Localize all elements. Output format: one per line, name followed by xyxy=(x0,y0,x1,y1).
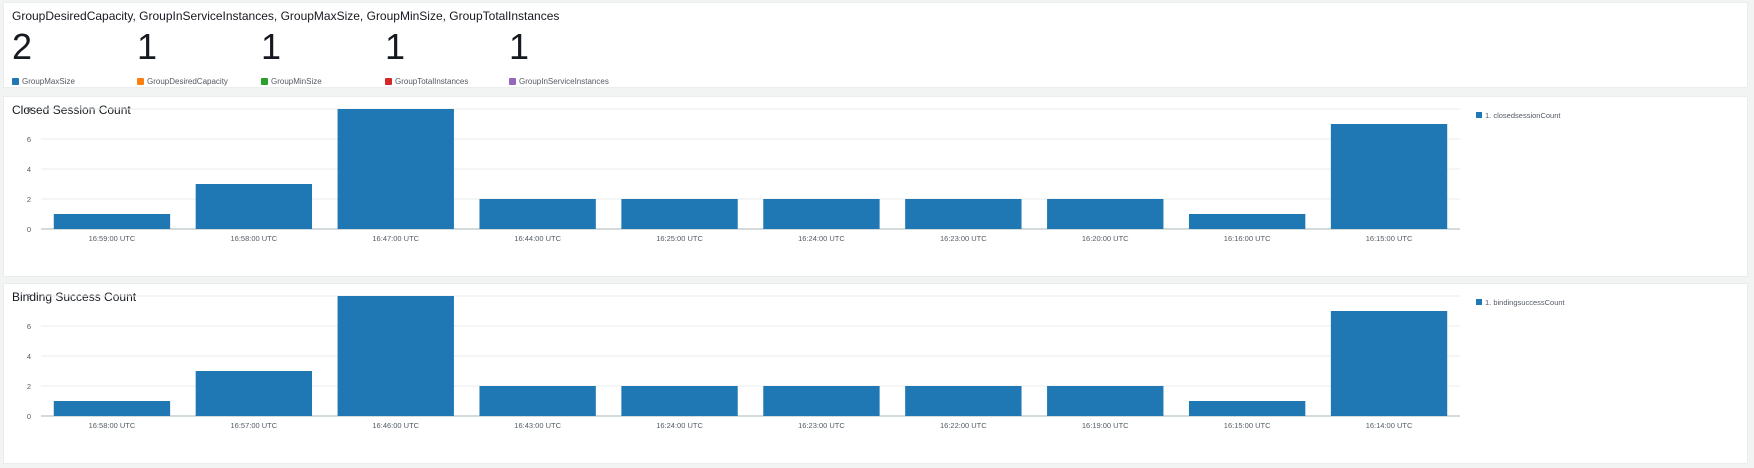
y-tick-label: 2 xyxy=(27,382,31,391)
x-tick-label: 16:47:00 UTC xyxy=(372,234,419,243)
bar xyxy=(763,199,880,229)
x-tick-label: 16:59:00 UTC xyxy=(89,234,136,243)
bar xyxy=(1047,386,1164,416)
legend-swatch xyxy=(385,78,392,85)
stat-legend: GroupMinSize xyxy=(261,77,322,86)
y-tick-label: 0 xyxy=(27,412,31,421)
binding-success-count-chart: 0 2 4 6 8 16:58:00 UTC 16:57:00 UTC 16:46:00 UT… xyxy=(27,292,1566,430)
legend-swatch xyxy=(261,78,268,85)
x-tick-label: 16:43:00 UTC xyxy=(514,421,561,430)
bar xyxy=(1188,401,1306,416)
bar xyxy=(905,386,1022,416)
x-tick-label: 16:58:00 UTC xyxy=(230,234,277,243)
stat-value: 1 xyxy=(385,26,406,67)
bar xyxy=(905,199,1022,229)
stat-value: 1 xyxy=(509,26,530,67)
stat-legend: GroupTotalInstances xyxy=(385,77,468,86)
stat-group-max-size: 2 GroupMaxSize xyxy=(12,26,75,86)
bar xyxy=(337,296,454,416)
stat-legend: GroupMaxSize xyxy=(12,77,75,86)
stat-group-desired-capacity: 1 GroupDesiredCapacity xyxy=(137,26,228,86)
x-tick-label: 16:19:00 UTC xyxy=(1082,421,1129,430)
bar xyxy=(1188,214,1306,229)
x-tick-label: 16:23:00 UTC xyxy=(798,421,845,430)
bar xyxy=(1330,124,1448,229)
x-tick-label: 16:20:00 UTC xyxy=(1082,234,1129,243)
x-tick-label: 16:57:00 UTC xyxy=(230,421,277,430)
x-tick-label: 16:46:00 UTC xyxy=(372,421,419,430)
y-tick-label: 0 xyxy=(27,225,31,234)
x-tick-label: 16:24:00 UTC xyxy=(798,234,845,243)
legend-swatch xyxy=(509,78,516,85)
stat-legend: GroupInServiceInstances xyxy=(509,77,609,86)
stat-label: GroupInServiceInstances xyxy=(519,77,609,86)
y-tick-label: 8 xyxy=(27,292,31,301)
x-tick-label: 16:15:00 UTC xyxy=(1224,421,1271,430)
legend-swatch xyxy=(1476,112,1482,118)
x-tick-label: 16:15:00 UTC xyxy=(1366,234,1413,243)
legend-swatch xyxy=(137,78,144,85)
chart-title: Binding Success Count xyxy=(12,290,137,304)
bar xyxy=(1330,311,1448,416)
bar xyxy=(479,386,596,416)
bar xyxy=(621,199,738,229)
bar xyxy=(53,401,171,416)
stat-label: GroupDesiredCapacity xyxy=(147,77,228,86)
bar xyxy=(1047,199,1164,229)
bar xyxy=(621,386,738,416)
stat-value: 1 xyxy=(137,26,158,67)
bar xyxy=(337,109,454,229)
stats-panel: GroupDesiredCapacity, GroupInServiceInst… xyxy=(3,2,1748,88)
bar xyxy=(195,184,313,229)
stat-label: GroupMaxSize xyxy=(22,77,75,86)
stat-group-total-instances: 1 GroupTotalInstances xyxy=(385,26,468,86)
stat-label: GroupMinSize xyxy=(271,77,322,86)
chart-title: Closed Session Count xyxy=(12,103,131,117)
closed-session-count-chart: 0 2 4 6 8 16:59:00 UTC 16:58:00 UTC 16:47:00 UT… xyxy=(27,105,1562,243)
y-tick-label: 6 xyxy=(27,322,31,331)
x-tick-label: 16:44:00 UTC xyxy=(514,234,561,243)
x-tick-label: 16:22:00 UTC xyxy=(940,421,987,430)
y-tick-label: 8 xyxy=(27,105,31,114)
closed-session-count-panel: Closed Session Count 0 2 4 6 8 16:59:00 UTC 16… xyxy=(3,96,1748,277)
bar xyxy=(195,371,313,416)
stat-value: 1 xyxy=(261,26,282,67)
y-tick-label: 2 xyxy=(27,195,31,204)
stats-panel-title: GroupDesiredCapacity, GroupInServiceInst… xyxy=(12,9,560,23)
x-tick-label: 16:14:00 UTC xyxy=(1366,421,1413,430)
stat-legend: GroupDesiredCapacity xyxy=(137,77,228,86)
x-tick-label: 16:23:00 UTC xyxy=(940,234,987,243)
x-tick-label: 16:24:00 UTC xyxy=(656,421,703,430)
y-tick-label: 6 xyxy=(27,135,31,144)
x-tick-label: 16:58:00 UTC xyxy=(89,421,136,430)
stat-group-in-service-instances: 1 GroupInServiceInstances xyxy=(509,26,609,86)
x-tick-label: 16:25:00 UTC xyxy=(656,234,703,243)
binding-success-count-panel: Binding Success Count 0 2 4 6 8 16:58:00 UTC 1… xyxy=(3,283,1748,464)
bar xyxy=(763,386,880,416)
stat-value: 2 xyxy=(12,26,33,67)
legend-label: 1. bindingsuccessCount xyxy=(1485,298,1566,307)
y-tick-label: 4 xyxy=(27,352,31,361)
stat-label: GroupTotalInstances xyxy=(395,77,469,86)
bar xyxy=(479,199,596,229)
x-tick-label: 16:16:00 UTC xyxy=(1224,234,1271,243)
stat-group-min-size: 1 GroupMinSize xyxy=(261,26,322,86)
legend-swatch xyxy=(1476,299,1482,305)
y-tick-label: 4 xyxy=(27,165,31,174)
legend-swatch xyxy=(12,78,19,85)
legend-label: 1. closedsessionCount xyxy=(1485,111,1561,120)
bar xyxy=(53,214,171,229)
